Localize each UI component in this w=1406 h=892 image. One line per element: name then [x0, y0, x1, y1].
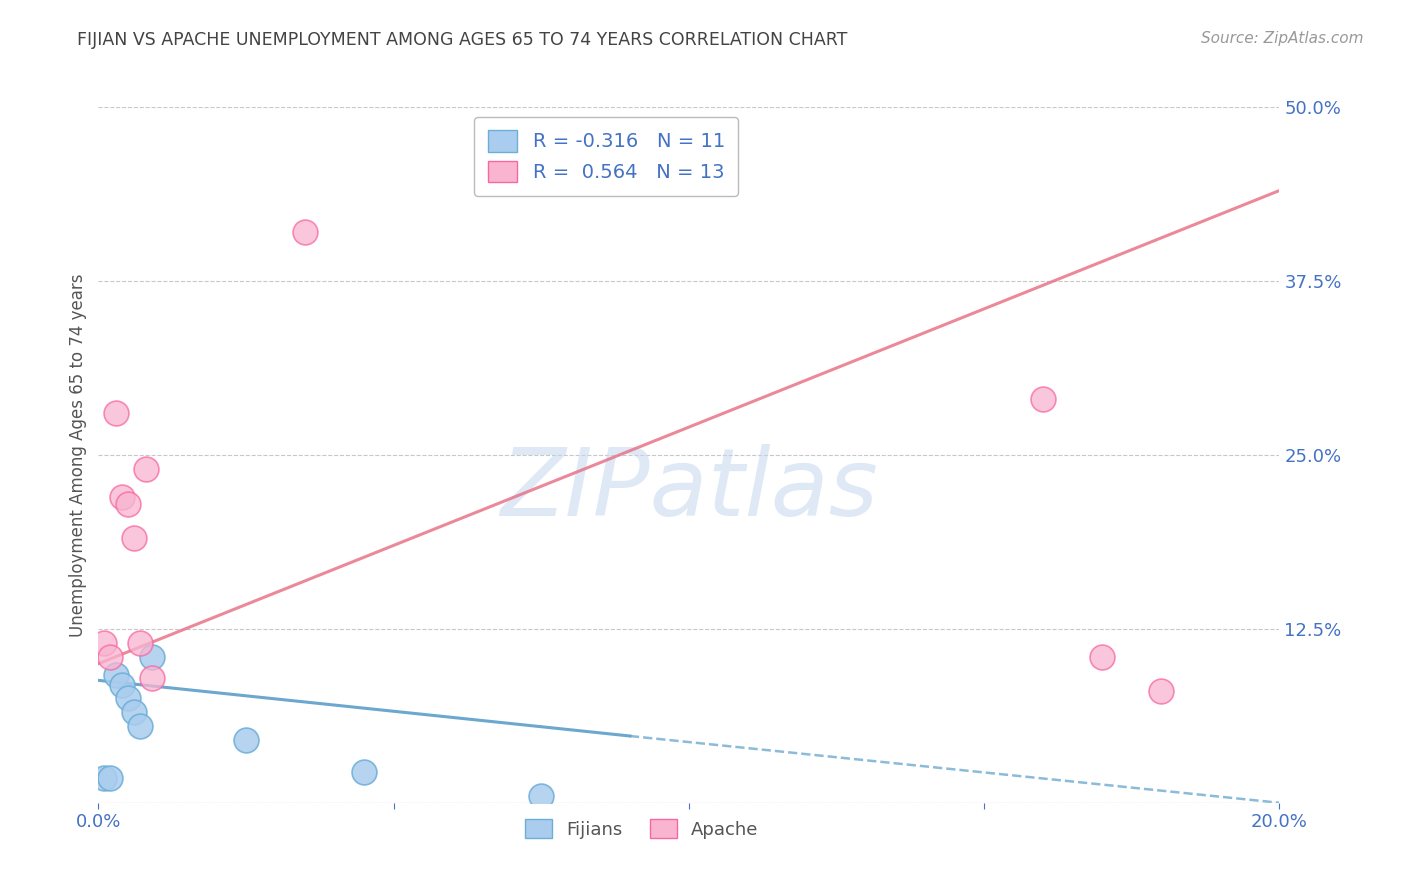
- Point: [1150, 684, 1173, 698]
- Point: [122, 532, 145, 546]
- Point: [122, 706, 145, 720]
- Point: [141, 671, 163, 685]
- Text: ZIPatlas: ZIPatlas: [501, 444, 877, 535]
- Point: [530, 789, 553, 803]
- Point: [235, 733, 257, 747]
- Point: [128, 636, 150, 650]
- Point: [98, 771, 121, 785]
- Point: [98, 649, 121, 664]
- Point: [117, 497, 139, 511]
- Point: [353, 765, 375, 780]
- Y-axis label: Unemployment Among Ages 65 to 74 years: Unemployment Among Ages 65 to 74 years: [69, 273, 87, 637]
- Point: [141, 649, 163, 664]
- Legend: Fijians, Apache: Fijians, Apache: [517, 812, 766, 846]
- Point: [105, 667, 128, 681]
- Text: FIJIAN VS APACHE UNEMPLOYMENT AMONG AGES 65 TO 74 YEARS CORRELATION CHART: FIJIAN VS APACHE UNEMPLOYMENT AMONG AGES…: [77, 31, 848, 49]
- Point: [294, 225, 316, 239]
- Point: [111, 490, 134, 504]
- Point: [1091, 649, 1114, 664]
- Point: [1032, 392, 1054, 407]
- Point: [105, 406, 128, 420]
- Point: [128, 719, 150, 733]
- Point: [93, 771, 115, 785]
- Point: [117, 691, 139, 706]
- Point: [111, 677, 134, 691]
- Point: [135, 462, 157, 476]
- Text: Source: ZipAtlas.com: Source: ZipAtlas.com: [1201, 31, 1364, 46]
- Point: [93, 636, 115, 650]
